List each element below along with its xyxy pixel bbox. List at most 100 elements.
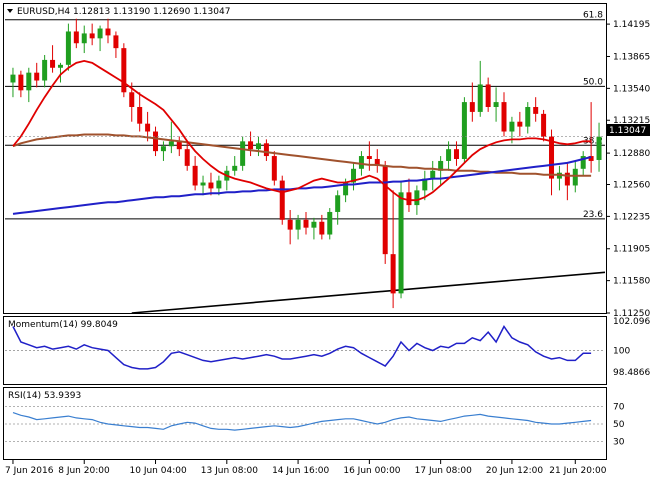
candle — [469, 82, 475, 122]
candle — [525, 102, 531, 134]
momentum-title: Momentum(14) 99.8049 — [8, 320, 118, 330]
time-axis-label: 21 Jun 20:00 — [549, 466, 606, 476]
time-axis-label: 14 Jun 16:00 — [272, 466, 329, 476]
candle — [10, 67, 16, 98]
axes-labels: 1.14195 1.13865 1.13540 1.13215 1.12880 1.125… — [5, 20, 650, 476]
time-axis-label: 16 Jun 00:00 — [343, 466, 400, 476]
candle — [287, 210, 293, 245]
candle — [57, 62, 63, 83]
price-tick-label: 1.13865 — [613, 52, 650, 62]
candle — [485, 77, 491, 112]
candle — [81, 25, 87, 54]
rsi-tick-label: 50 — [613, 420, 625, 430]
momentum-tick-label: 100 — [613, 347, 630, 357]
rsi-tick-label: 70 — [613, 403, 625, 413]
trendline — [131, 271, 606, 314]
candle — [176, 136, 182, 157]
candle — [588, 102, 594, 173]
candle — [295, 214, 301, 240]
candle — [279, 175, 285, 225]
candle — [580, 151, 586, 176]
rsi-title: RSI(14) 53.9393 — [8, 391, 81, 401]
main-chart-title: EURUSD,H4 1.12813 1.13190 1.12690 1.1304… — [17, 7, 230, 17]
candle — [73, 18, 79, 49]
candle — [541, 109, 547, 142]
rsi-tick-label: 30 — [613, 438, 625, 448]
candle — [97, 25, 103, 52]
candle — [319, 214, 325, 240]
candle — [596, 122, 602, 172]
current-price-label: 1.13047 — [609, 126, 646, 136]
price-tick-label: 1.11250 — [613, 309, 650, 319]
momentum-line — [12, 325, 592, 370]
candle — [255, 136, 261, 157]
candle — [232, 156, 238, 176]
candle — [564, 162, 570, 201]
candle — [461, 97, 467, 163]
candle — [137, 92, 143, 132]
candle — [65, 23, 71, 71]
fib-level-label: 23.6 — [583, 210, 603, 220]
candle — [335, 190, 341, 225]
momentum-tick-label: 98.4866 — [613, 368, 650, 378]
price-tick-label: 1.12880 — [613, 149, 650, 159]
candle — [26, 67, 32, 103]
candle — [89, 23, 95, 46]
fib-level-label: 61.8 — [583, 11, 603, 21]
candle — [533, 97, 539, 122]
time-axis-label: 13 Jun 08:00 — [201, 466, 258, 476]
candle — [517, 111, 523, 137]
candle — [446, 141, 452, 171]
candle — [240, 136, 246, 171]
candle — [351, 162, 357, 191]
main-panel-frame — [3, 3, 607, 314]
candle — [382, 160, 388, 264]
fib-level-label: 50.0 — [583, 77, 603, 87]
candle — [453, 141, 459, 166]
candle — [18, 70, 24, 98]
candle — [153, 126, 159, 157]
candle — [200, 175, 206, 196]
rsi-line — [12, 412, 592, 431]
candle — [303, 211, 309, 235]
candle — [34, 62, 40, 88]
candle — [390, 190, 396, 309]
price-tick-label: 1.14195 — [613, 20, 650, 30]
candle — [50, 45, 56, 73]
candle — [121, 43, 127, 98]
price-tick-label: 1.11905 — [613, 245, 650, 255]
collapse-arrow-icon[interactable] — [7, 9, 13, 13]
price-tick-label: 1.13540 — [613, 84, 650, 94]
candle — [263, 139, 269, 161]
candle — [271, 151, 277, 186]
rsi-panel-frame — [3, 387, 607, 460]
price-tick-label: 1.13215 — [613, 116, 650, 126]
sma-20-line — [12, 59, 592, 202]
candle — [430, 160, 436, 191]
candle — [327, 208, 333, 240]
time-axis-label: 10 Jun 04:00 — [130, 466, 187, 476]
price-tick-label: 1.12235 — [613, 212, 650, 222]
candle — [501, 92, 507, 137]
current-price-marker: 1.13047 — [607, 124, 650, 136]
candle — [477, 60, 483, 117]
price-tick-label: 1.12560 — [613, 180, 650, 190]
time-axis-label: 20 Jun 12:00 — [486, 466, 543, 476]
time-axis-label: 17 Jun 08:00 — [415, 466, 472, 476]
candle — [374, 149, 380, 173]
candle — [216, 175, 222, 196]
candle — [160, 141, 166, 161]
candle — [406, 178, 412, 212]
price-tick-label: 1.11580 — [613, 277, 650, 287]
candle — [208, 172, 214, 196]
candle — [493, 87, 499, 122]
time-axis-label: 8 Jun 20:00 — [58, 466, 110, 476]
candle — [168, 121, 174, 154]
candle — [311, 217, 317, 240]
fib-level-label: 38.2 — [583, 136, 603, 146]
main-price-plot: 61.8 50.0 38.2 23.6 — [5, 11, 606, 314]
momentum-tick-label: 102.0969 — [613, 317, 650, 327]
candle — [105, 18, 111, 44]
time-axis-label: 7 Jun 2016 — [5, 466, 54, 476]
